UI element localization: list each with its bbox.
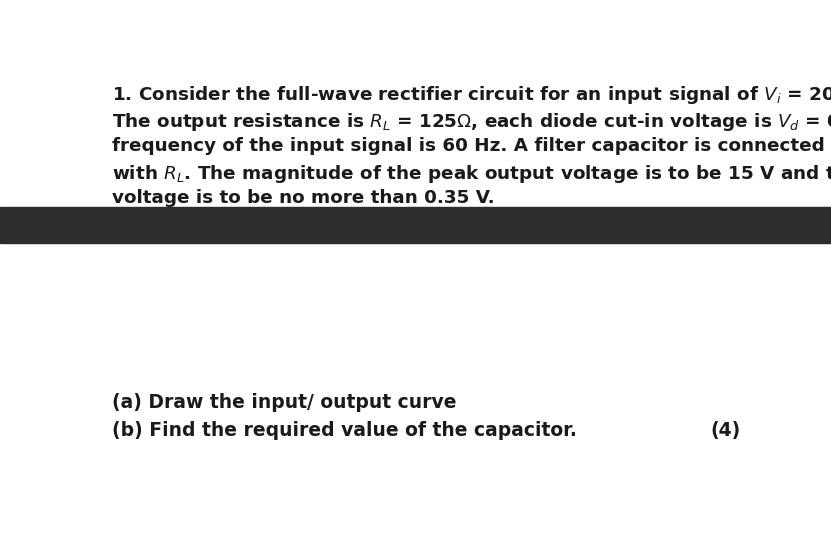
Text: The output resistance is $R_L$ = 125$\Omega$, each diode cut-in voltage is $V_d$: The output resistance is $R_L$ = 125$\Om…	[111, 110, 831, 133]
Text: voltage is to be no more than 0.35 V.: voltage is to be no more than 0.35 V.	[111, 189, 494, 207]
Text: (b) Find the required value of the capacitor.: (b) Find the required value of the capac…	[111, 421, 577, 440]
Text: (a) Draw the input/ output curve: (a) Draw the input/ output curve	[111, 394, 456, 412]
Text: with $R_L$. The magnitude of the peak output voltage is to be 15 V and the rippl: with $R_L$. The magnitude of the peak ou…	[111, 163, 831, 185]
Text: frequency of the input signal is 60 Hz. A filter capacitor is connected in paral: frequency of the input signal is 60 Hz. …	[111, 136, 831, 155]
Text: 1. Consider the full-wave rectifier circuit for an input signal of $V_i$ = 20 si: 1. Consider the full-wave rectifier circ…	[111, 85, 831, 106]
Text: (4): (4)	[710, 421, 740, 440]
